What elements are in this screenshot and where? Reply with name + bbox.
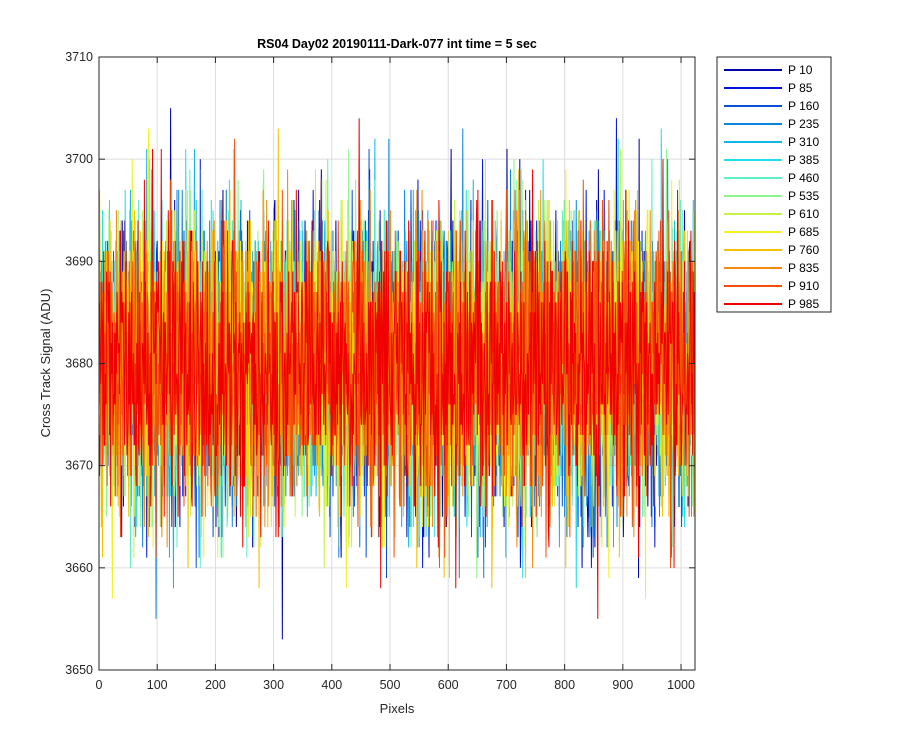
legend-label: P 835 — [788, 261, 819, 275]
y-tick-label: 3670 — [65, 459, 93, 473]
y-axis-label: Cross Track Signal (ADU) — [38, 289, 53, 438]
legend-label: P 85 — [788, 81, 813, 95]
x-axis-label: Pixels — [380, 701, 415, 716]
axis-ticks: 0 100 200 300 400 500 600 700 800 900 1000 3650 3660… — [65, 50, 695, 692]
series-lines — [99, 108, 696, 640]
legend-label: P 985 — [788, 297, 819, 311]
legend-label: P 235 — [788, 117, 819, 131]
y-tick-label: 3700 — [65, 152, 93, 166]
x-tick-label: 1000 — [667, 678, 695, 692]
x-tick-label: 0 — [96, 678, 103, 692]
legend-label: P 310 — [788, 135, 819, 149]
legend-label: P 610 — [788, 207, 819, 221]
series-line-p985 — [99, 118, 696, 619]
series-line-p910 — [99, 138, 696, 568]
legend-label: P 535 — [788, 189, 819, 203]
legend-label: P 160 — [788, 99, 819, 113]
y-tick-label: 3680 — [65, 357, 93, 371]
x-tick-label: 300 — [263, 678, 284, 692]
y-tick-label: 3650 — [65, 663, 93, 677]
x-tick-label: 100 — [147, 678, 168, 692]
legend: P 10 P 85 P 160 P 235 P 310 P 385 P 460 P 535 P … — [716, 56, 832, 313]
legend-label: P 460 — [788, 171, 819, 185]
y-tick-label: 3710 — [65, 50, 93, 64]
legend-label: P 910 — [788, 279, 819, 293]
legend-label: P 760 — [788, 243, 819, 257]
x-tick-label: 700 — [496, 678, 517, 692]
x-tick-label: 900 — [612, 678, 633, 692]
y-tick-label: 3660 — [65, 561, 93, 575]
legend-box — [716, 56, 832, 313]
x-tick-label: 200 — [205, 678, 226, 692]
x-tick-label: 600 — [438, 678, 459, 692]
legend-label: P 10 — [788, 63, 813, 77]
legend-label: P 685 — [788, 225, 819, 239]
x-tick-label: 800 — [554, 678, 575, 692]
y-tick-label: 3690 — [65, 254, 93, 268]
x-tick-label: 400 — [321, 678, 342, 692]
legend-label: P 385 — [788, 153, 819, 167]
chart-title: RS04 Day02 20190111-Dark-077 int time = … — [257, 37, 537, 51]
x-tick-label: 500 — [380, 678, 401, 692]
